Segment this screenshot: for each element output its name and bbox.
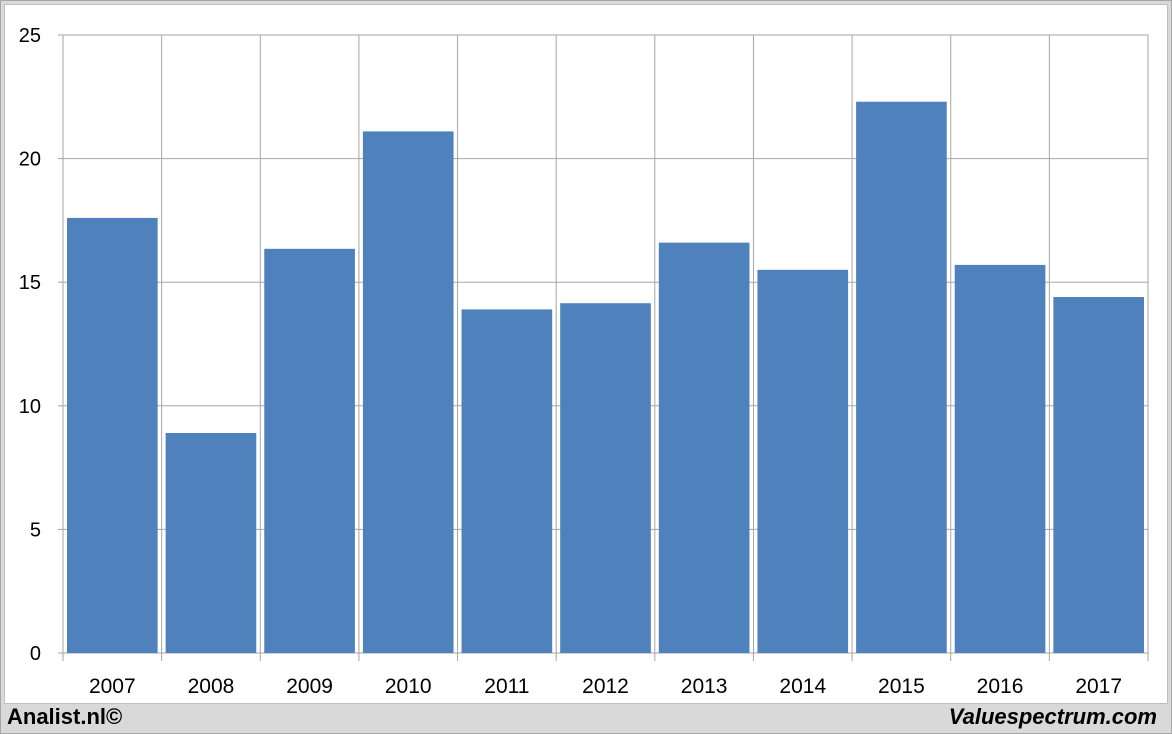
bar-2007 xyxy=(67,217,158,654)
x-tick-label: 2007 xyxy=(89,675,136,698)
y-tick-label: 0 xyxy=(30,643,41,665)
x-tick-label: 2008 xyxy=(188,675,235,698)
bar-2016 xyxy=(954,264,1046,653)
footer-source-label: Analist.nl© xyxy=(7,704,123,729)
footer-site-label: Valuespectrum.com xyxy=(948,704,1157,729)
y-tick-label: 25 xyxy=(19,25,41,47)
bar-2011 xyxy=(461,309,553,653)
bar-2008 xyxy=(165,432,257,653)
x-tick-label: 2017 xyxy=(1075,675,1122,698)
bar-2013 xyxy=(658,242,750,653)
bar-2017 xyxy=(1053,297,1144,653)
bar-2014 xyxy=(757,269,849,653)
x-tick-label: 2016 xyxy=(977,675,1024,698)
bar-chart: 0 5 10 15 20 25 2007 2008 2009 2010 2011 2012 2013 20… xyxy=(19,25,1149,698)
bar-2015 xyxy=(856,101,947,653)
bar-2010 xyxy=(362,131,454,653)
x-tick-label: 2012 xyxy=(582,675,629,698)
bar-2009 xyxy=(264,248,355,653)
x-tick-label: 2014 xyxy=(779,675,826,698)
y-tick-label: 10 xyxy=(19,396,41,418)
y-tick-label: 5 xyxy=(30,519,41,541)
x-tick-label: 2013 xyxy=(681,675,728,698)
x-tick-label: 2015 xyxy=(878,675,925,698)
x-tick-label: 2011 xyxy=(484,675,529,698)
y-tick-label: 15 xyxy=(19,272,41,294)
x-tick-label: 2010 xyxy=(385,675,432,698)
y-tick-label: 20 xyxy=(19,149,41,171)
bar-2012 xyxy=(560,303,651,653)
x-tick-label: 2009 xyxy=(286,675,333,698)
